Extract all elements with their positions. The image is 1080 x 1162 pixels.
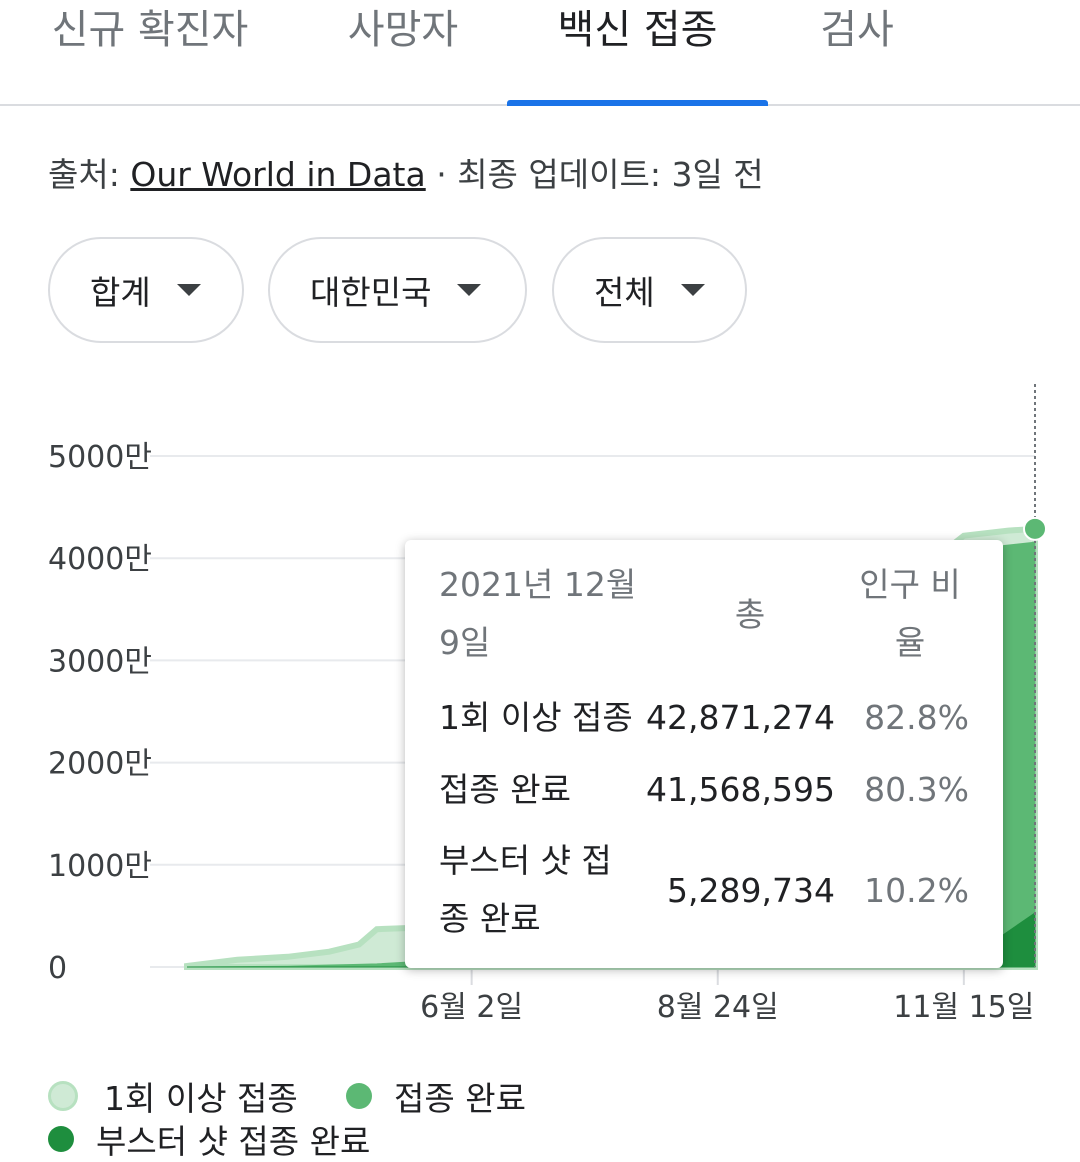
tab-label: 검사 xyxy=(820,7,894,53)
source-link[interactable]: Our World in Data xyxy=(130,155,426,194)
y-tick-label: 5000만 xyxy=(48,440,152,475)
tooltip-col-total: 총 xyxy=(734,595,766,634)
chip-label: 전체 xyxy=(594,273,655,312)
chip-label: 합계 xyxy=(90,273,151,312)
tooltip-col-ratio: 인구 비율 xyxy=(859,565,961,662)
x-tick-label: 8월 24일 xyxy=(657,990,779,1025)
booster-dot-icon xyxy=(48,1126,74,1152)
tab-label: 신규 확진자 xyxy=(51,7,249,53)
x-tick-label: 11월 15일 xyxy=(893,990,1034,1025)
tab-tests[interactable]: 검사 xyxy=(812,0,902,104)
tooltip-row-label: 접종 완료 xyxy=(439,770,571,809)
hover-point xyxy=(1023,516,1047,541)
chip-label: 대한민국 xyxy=(310,273,432,312)
dose-filter-dropdown[interactable]: 전체 xyxy=(552,237,747,343)
tooltip-row-ratio: 82.8% xyxy=(864,698,969,737)
tooltip-row-ratio: 80.3% xyxy=(864,770,969,809)
tooltip-row-total: 5,289,734 xyxy=(667,871,835,910)
dropdown-arrow-icon xyxy=(680,284,705,296)
dropdown-arrow-icon xyxy=(176,284,201,296)
fully-vaccinated-dot-icon xyxy=(346,1083,372,1109)
source-prefix: 출처: xyxy=(48,155,120,194)
y-tick-label: 0 xyxy=(48,951,67,986)
active-tab-indicator xyxy=(507,100,768,106)
tab-label: 사망자 xyxy=(347,7,459,53)
y-tick-label: 4000만 xyxy=(48,542,152,577)
legend-label: 부스터 샷 접종 완료 xyxy=(96,1122,371,1161)
legend-item-fully-vaccinated[interactable]: 접종 완료 xyxy=(346,1072,526,1120)
tab-bar: 신규 확진자 사망자 백신 접종 검사 xyxy=(0,0,1080,106)
legend-item-booster[interactable]: 부스터 샷 접종 완료 xyxy=(48,1115,370,1162)
last-updated: · 최종 업데이트: 3일 전 xyxy=(436,155,764,194)
x-tick-label: 6월 2일 xyxy=(420,990,523,1025)
chart-tooltip: 2021년 12월 9일 총 인구 비율 1회 이상 접종 42,871,274… xyxy=(405,540,1003,968)
tab-new-cases[interactable]: 신규 확진자 xyxy=(48,0,252,104)
legend-label: 1회 이상 접종 xyxy=(104,1079,298,1118)
tab-deaths[interactable]: 사망자 xyxy=(340,0,466,104)
source-line: 출처: Our World in Data · 최종 업데이트: 3일 전 xyxy=(48,148,764,196)
total-filter-dropdown[interactable]: 합계 xyxy=(48,237,244,343)
y-tick-label: 1000만 xyxy=(48,849,152,884)
y-tick-label: 2000만 xyxy=(48,747,152,782)
tab-vaccination[interactable]: 백신 접종 xyxy=(507,0,768,106)
tooltip-row-ratio: 10.2% xyxy=(864,871,969,910)
tooltip-row-total: 41,568,595 xyxy=(646,770,835,809)
tooltip-date: 2021년 12월 9일 xyxy=(439,565,637,662)
country-filter-dropdown[interactable]: 대한민국 xyxy=(268,237,527,343)
tooltip-row-total: 42,871,274 xyxy=(646,698,835,737)
tooltip-row-label: 부스터 샷 접종 완료 xyxy=(439,841,612,938)
legend-label: 접종 완료 xyxy=(394,1079,526,1118)
tooltip-row-label: 1회 이상 접종 xyxy=(439,698,633,737)
tab-label: 백신 접종 xyxy=(557,7,718,53)
legend-item-first-dose[interactable]: 1회 이상 접종 xyxy=(48,1072,298,1120)
y-tick-label: 3000만 xyxy=(48,644,152,679)
dropdown-arrow-icon xyxy=(457,284,482,296)
first-dose-swatch-icon xyxy=(48,1081,78,1111)
